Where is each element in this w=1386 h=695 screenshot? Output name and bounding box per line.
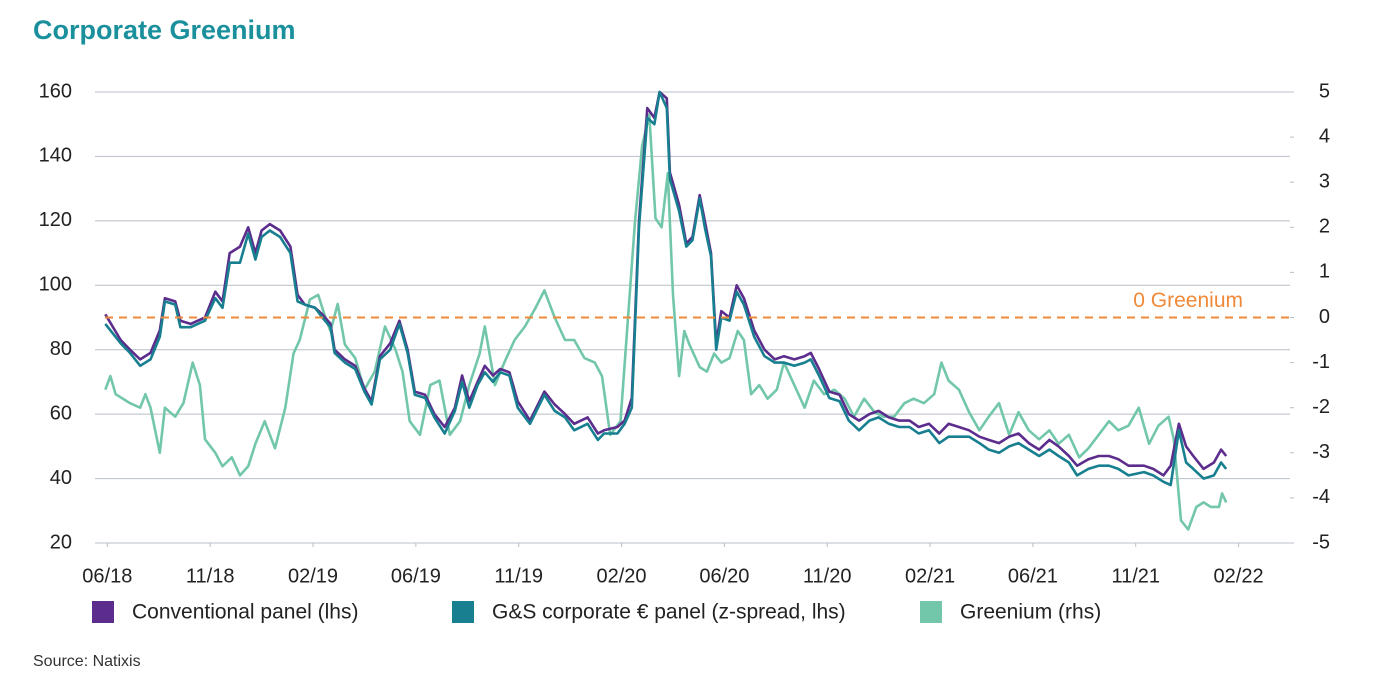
y2-tick-label: -3 (1312, 441, 1330, 463)
x-tick-label: 11/19 (494, 565, 543, 587)
chart-title: Corporate Greenium (33, 15, 296, 45)
y2-tick-label: 0 (1319, 306, 1330, 328)
reference-label: 0 Greenium (1133, 289, 1243, 312)
legend-swatch (920, 601, 942, 623)
y-tick-label: 20 (50, 531, 72, 553)
legend-label: Conventional panel (lhs) (132, 601, 358, 624)
y2-tick-label: -4 (1312, 486, 1330, 508)
y2-tick-label: -5 (1312, 531, 1330, 553)
y-tick-label: 60 (50, 402, 72, 424)
legend-label: G&S corporate € panel (z-spread, lhs) (492, 601, 846, 624)
x-tick-label: 11/21 (1111, 565, 1160, 587)
series-line (104, 90, 1228, 477)
x-tick-label: 06/20 (699, 565, 749, 587)
x-tick-label: 02/20 (597, 565, 647, 587)
y-tick-label: 100 (39, 274, 72, 296)
series-line (104, 113, 1228, 531)
y-tick-label: 40 (50, 467, 72, 489)
x-tick-label: 11/18 (186, 565, 235, 587)
x-tick-label: 02/21 (905, 565, 955, 587)
x-tick-label: 06/18 (82, 565, 132, 587)
y2-tick-label: 4 (1319, 125, 1330, 147)
legend-swatch (92, 601, 114, 623)
y2-tick-label: -1 (1312, 351, 1330, 373)
y2-tick-label: 1 (1319, 261, 1330, 283)
legend-label: Greenium (rhs) (960, 601, 1101, 624)
y2-tick-label: 2 (1319, 216, 1330, 238)
legend-swatch (452, 601, 474, 623)
y-tick-label: 80 (50, 338, 72, 360)
x-tick-label: 06/19 (391, 565, 441, 587)
x-tick-label: 02/19 (288, 565, 338, 587)
y-tick-label: 120 (39, 209, 72, 231)
y2-tick-label: 3 (1319, 170, 1330, 192)
x-tick-label: 06/21 (1008, 565, 1058, 587)
x-tick-label: 02/22 (1214, 565, 1264, 587)
y2-tick-label: 5 (1319, 80, 1330, 102)
series-line (104, 90, 1228, 487)
y-tick-label: 160 (39, 80, 72, 102)
y2-tick-label: -2 (1312, 396, 1330, 418)
x-tick-label: 11/20 (803, 565, 852, 587)
y-tick-label: 140 (39, 145, 72, 167)
source-note: Source: Natixis (33, 653, 141, 670)
